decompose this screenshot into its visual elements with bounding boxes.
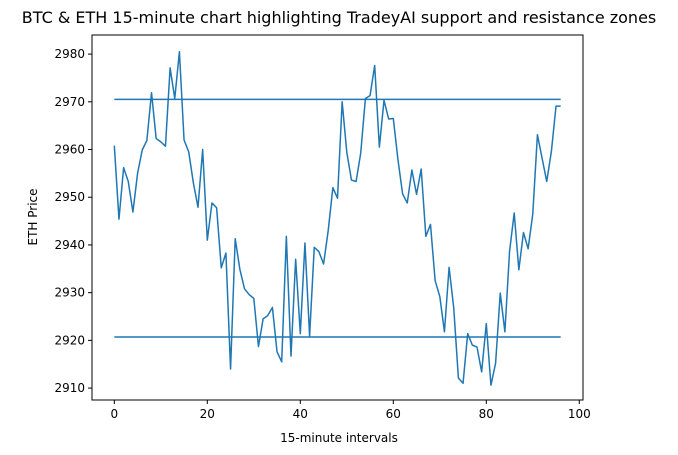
y-tick-label: 2920 <box>54 333 85 347</box>
y-tick-label: 2950 <box>54 190 85 204</box>
x-tick-label: 80 <box>479 407 494 421</box>
x-tick-label: 40 <box>293 407 308 421</box>
x-axis: 0 20 40 60 80 100 <box>110 400 591 421</box>
y-tick-label: 2930 <box>54 286 85 300</box>
y-axis: 2910 2920 2930 2940 2950 2960 2970 2980 <box>54 47 92 395</box>
plot-area <box>91 34 584 401</box>
axes-frame <box>91 34 584 401</box>
x-axis-label: 15-minute intervals <box>280 431 398 445</box>
y-tick-label: 2940 <box>54 238 85 252</box>
x-tick-label: 100 <box>568 407 591 421</box>
y-tick-label: 2980 <box>54 47 85 61</box>
x-tick-label: 20 <box>200 407 215 421</box>
y-tick-label: 2970 <box>54 95 85 109</box>
y-axis-label: ETH Price <box>26 188 40 245</box>
price-line-series <box>113 50 561 386</box>
chart-title: BTC & ETH 15-minute chart highlighting T… <box>22 8 657 27</box>
x-tick-label: 60 <box>386 407 401 421</box>
x-tick-label: 0 <box>110 407 118 421</box>
y-tick-label: 2910 <box>54 381 85 395</box>
y-tick-label: 2960 <box>54 143 85 157</box>
